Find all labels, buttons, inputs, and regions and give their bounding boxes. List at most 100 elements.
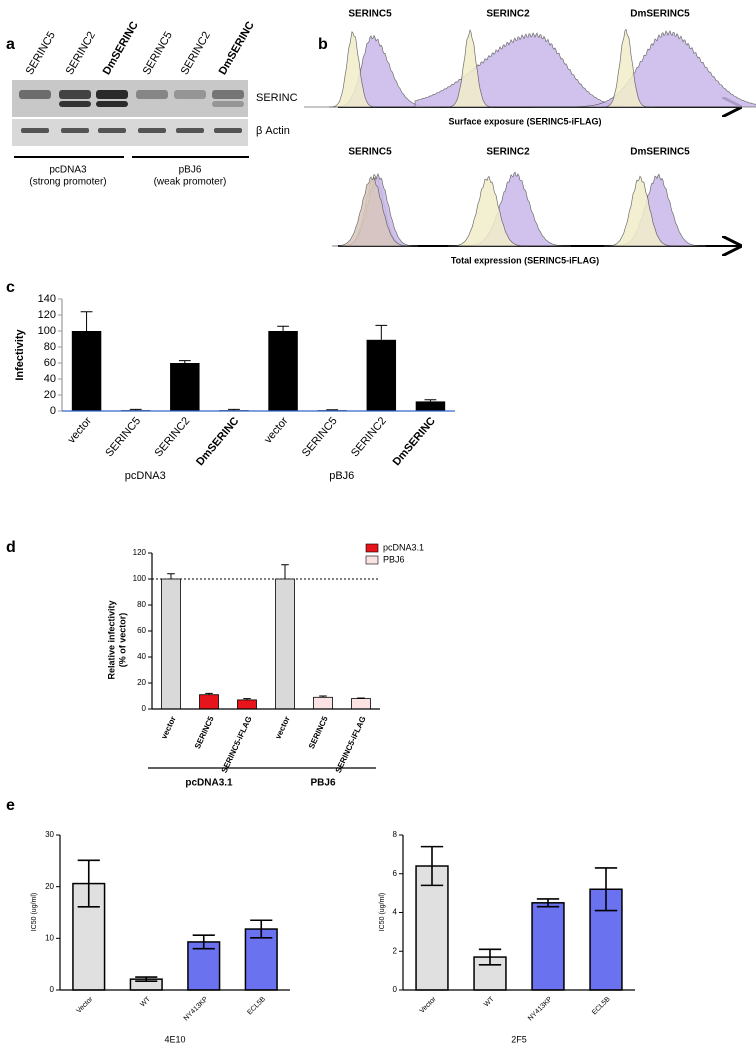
error-bar (594, 867, 618, 912)
y-tick-label: 80 (137, 600, 146, 609)
error-bar (250, 919, 273, 939)
error-bar (77, 859, 100, 908)
x-tick-label: SERINC5-iFLAG (334, 715, 368, 774)
band (138, 128, 166, 133)
error-bar (135, 976, 158, 983)
y-tick-label: 60 (44, 357, 56, 369)
error-bar (281, 564, 289, 579)
group-label: PBJ6 (310, 778, 335, 789)
bar (313, 696, 333, 710)
y-tick-label: 0 (142, 704, 147, 713)
histogram (446, 29, 494, 108)
x-tick-label: SERINC5 (193, 714, 216, 750)
band (174, 90, 206, 99)
y-tick-label: 20 (137, 678, 146, 687)
y-tick-label: 140 (38, 293, 56, 305)
y-tick-label: 8 (393, 830, 398, 839)
histogram (532, 29, 756, 108)
panel-label: c (6, 279, 15, 296)
flow-title: DmSERINC5 (630, 147, 690, 158)
y-tick-label: 10 (45, 933, 54, 942)
band (21, 128, 49, 133)
x-tick-label: vector (66, 415, 95, 446)
bar (351, 698, 371, 710)
error-bar (478, 948, 502, 966)
error-bar (424, 399, 437, 402)
bar (415, 401, 446, 411)
group-label: pBJ6 (329, 470, 354, 482)
bar (199, 694, 219, 710)
lane-label: SERINC5 (24, 30, 58, 77)
lane-label: DmSERINC (101, 20, 141, 77)
error-bar (319, 695, 327, 698)
flow-axis-label: Surface exposure (SERINC5-iFLAG) (448, 116, 601, 126)
lane-label: SERINC2 (64, 30, 98, 77)
band (212, 101, 244, 107)
bar (237, 699, 257, 710)
x-tick-label: WT (483, 995, 496, 1008)
x-tick-label: Vector (419, 995, 438, 1014)
band (176, 128, 204, 133)
y-axis-label: Infectivity (14, 328, 26, 380)
x-tick-label: SERINC2 (349, 415, 389, 459)
bar (71, 331, 102, 411)
flow-title: SERINC2 (486, 147, 530, 158)
y-tick-label: 120 (38, 309, 56, 321)
band (214, 128, 242, 133)
panel-label: e (6, 797, 15, 814)
x-tick-label: SERINC5-iFLAG (220, 715, 254, 774)
y-axis-label: IC50 (ug/ml) (31, 893, 38, 932)
bar (275, 578, 295, 710)
y-tick-label: 30 (45, 830, 54, 839)
legend-label: PBJ6 (383, 554, 405, 564)
y-tick-label: 20 (45, 882, 54, 891)
x-tick-label: DmSERINC (194, 415, 241, 468)
bar (268, 331, 298, 411)
blot-actin (12, 119, 248, 146)
bar (187, 941, 221, 991)
error-bar (167, 573, 175, 579)
y-tick-label: 80 (44, 341, 56, 353)
legend-label: pcDNA3.1 (383, 542, 424, 552)
y-tick-label: 0 (50, 985, 55, 994)
y-tick-label: 0 (50, 405, 56, 417)
y-tick-label: 4 (393, 908, 398, 917)
error-bar (129, 408, 142, 411)
x-tick-label: DmSERINC (391, 415, 438, 468)
x-tick-label: NY413KP (527, 996, 554, 1023)
error-bar (277, 325, 289, 331)
blot-serinc (12, 80, 248, 117)
x-tick-label: SERINC2 (152, 415, 192, 459)
error-bar (80, 311, 93, 331)
band (59, 101, 91, 107)
panel-label: d (6, 539, 16, 556)
x-tick-label: vector (262, 415, 291, 446)
band (96, 101, 128, 107)
band (212, 90, 244, 99)
y-axis-label: (% of vector) (117, 613, 127, 668)
histogram (601, 28, 650, 108)
bar (170, 363, 200, 411)
error-bar (375, 324, 388, 340)
x-tick-label: SERINC5 (307, 714, 330, 750)
blot-row-label: SERINC (256, 92, 298, 104)
lane-label: SERINC2 (179, 30, 213, 77)
error-bar (536, 898, 560, 908)
lane-label: SERINC5 (141, 30, 175, 77)
error-bar (357, 697, 365, 699)
bar (415, 865, 449, 991)
flow-title: DmSERINC5 (630, 9, 690, 20)
blot-row-label: β Actin (256, 125, 290, 137)
band (19, 90, 51, 99)
band (96, 90, 128, 99)
group-label: pcDNA3 (49, 165, 87, 176)
x-tick-label: SERINC5 (103, 415, 143, 459)
x-tick-label: ECL5B (591, 996, 612, 1017)
y-tick-label: 120 (133, 548, 147, 557)
flow-title: SERINC2 (486, 9, 530, 20)
legend-swatch (365, 543, 379, 553)
error-bar (243, 698, 251, 700)
panel-label: b (318, 36, 328, 53)
lane-label: DmSERINC (217, 20, 257, 77)
error-bar (420, 845, 444, 887)
